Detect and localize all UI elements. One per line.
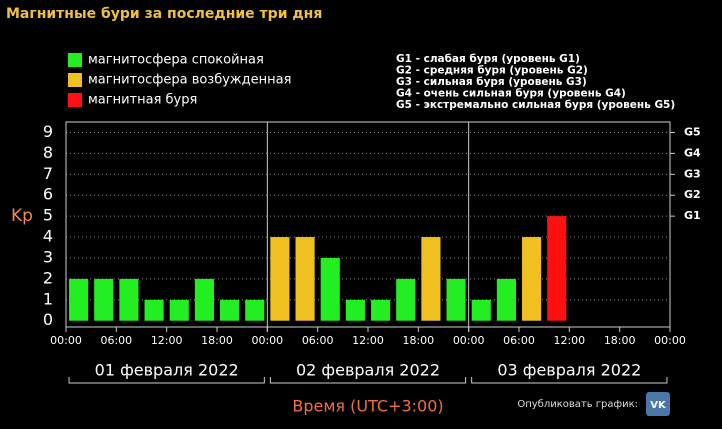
y-axis-label: Kp: [11, 206, 33, 226]
y-tick-label: 2: [43, 268, 53, 287]
x-tick-label: 18:00: [402, 334, 434, 347]
bar: [522, 237, 542, 321]
x-tick-label: 00:00: [453, 334, 485, 347]
bar: [295, 237, 315, 321]
bar: [169, 299, 189, 321]
y-tick-label: 0: [43, 310, 53, 329]
x-tick-label: 12:00: [553, 334, 585, 347]
y2-tick-label: G1: [684, 209, 701, 222]
g-legend-label: G1 - слабая буря (уровень G1): [396, 53, 580, 65]
bar: [194, 278, 214, 321]
share-text: Опубликовать график:: [517, 399, 638, 410]
legend-swatch: [68, 73, 82, 87]
bar: [320, 257, 340, 321]
g-legend-label: G5 - экстремально сильная буря (уровень …: [396, 99, 675, 111]
y-tick-label: 6: [43, 185, 53, 204]
legend-label: магнитосфера возбужденная: [88, 73, 291, 88]
day-bracket: [68, 377, 265, 384]
bar: [446, 278, 466, 321]
bar: [421, 237, 441, 321]
x-tick-label: 06:00: [100, 334, 132, 347]
y-tick-label: 8: [43, 143, 53, 162]
legend-label: магнитная буря: [88, 93, 197, 108]
g-legend-label: G2 - средняя буря (уровень G2): [396, 65, 588, 77]
bar: [396, 278, 416, 321]
vk-icon[interactable]: [646, 392, 670, 416]
y2-tick-label: G3: [684, 167, 701, 180]
chart-title: Магнитные бури за последние три дня: [6, 6, 322, 22]
day-label: 01 февраля 2022: [95, 361, 239, 380]
y2-tick-label: G4: [684, 146, 701, 159]
y-tick-label: 3: [43, 247, 53, 266]
x-tick-label: 18:00: [604, 334, 636, 347]
g-legend-label: G3 - сильная буря (уровень G3): [396, 76, 587, 88]
y-tick-label: 5: [43, 206, 53, 225]
bar: [270, 237, 290, 321]
y2-tick-label: G2: [684, 188, 701, 201]
bar: [345, 299, 365, 321]
bar: [245, 299, 265, 321]
vk-icon-text[interactable]: VK: [650, 400, 667, 411]
legend-label: магнитосфера спокойная: [88, 53, 264, 68]
bar: [69, 278, 89, 321]
day-label: 02 февраля 2022: [296, 361, 440, 380]
day-bracket: [269, 377, 467, 384]
x-tick-label: 00:00: [251, 334, 283, 347]
g-legend-label: G4 - очень сильная буря (уровень G4): [396, 88, 626, 100]
bar: [371, 299, 391, 321]
x-tick-label: 06:00: [302, 334, 334, 347]
bar: [220, 299, 240, 321]
y-tick-label: 4: [43, 227, 53, 246]
x-tick-label: 00:00: [50, 334, 82, 347]
x-axis-label: Время (UTC+3:00): [292, 397, 443, 416]
bar: [144, 299, 164, 321]
share-button[interactable]: VK: [646, 392, 670, 416]
bar: [471, 299, 491, 321]
x-tick-label: 06:00: [503, 334, 535, 347]
day-label: 03 февраля 2022: [497, 361, 641, 380]
y2-tick-label: G5: [684, 125, 701, 138]
x-tick-label: 12:00: [151, 334, 183, 347]
y-tick-label: 7: [43, 164, 53, 183]
x-tick-label: 18:00: [201, 334, 233, 347]
y-tick-label: 9: [43, 122, 53, 141]
x-tick-label: 12:00: [352, 334, 384, 347]
bar: [547, 216, 567, 321]
y-tick-label: 1: [43, 289, 53, 308]
bar: [94, 278, 114, 321]
day-bracket: [471, 377, 668, 384]
bar: [119, 278, 139, 321]
legend-swatch: [68, 53, 82, 67]
x-tick-label: 00:00: [654, 334, 686, 347]
legend-swatch: [68, 93, 82, 107]
bar: [496, 278, 516, 321]
